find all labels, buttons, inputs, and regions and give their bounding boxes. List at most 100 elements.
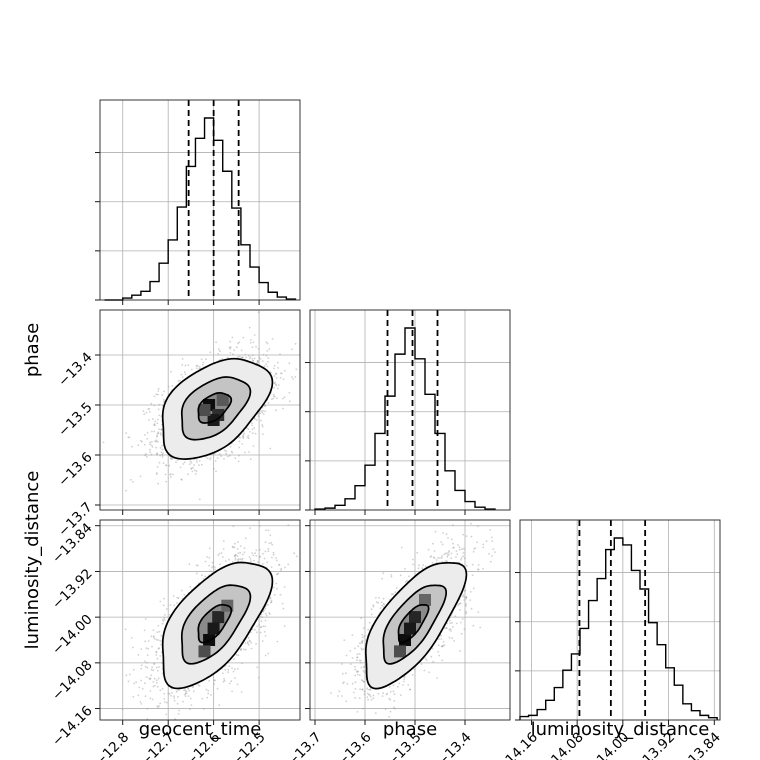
sample-point <box>262 610 265 613</box>
sample-point <box>372 697 375 700</box>
sample-point <box>228 665 231 667</box>
sample-point <box>343 639 346 641</box>
sample-point <box>223 449 226 452</box>
sample-point <box>440 556 443 559</box>
sample-point <box>445 533 448 536</box>
sample-point <box>151 666 154 669</box>
sample-point <box>132 695 135 698</box>
sample-point <box>159 639 162 642</box>
sample-point <box>192 690 195 693</box>
sample-point <box>251 432 254 435</box>
sample-point <box>258 624 261 626</box>
sample-point <box>241 662 243 665</box>
sample-point <box>278 563 280 566</box>
sample-point <box>153 423 156 425</box>
density-block <box>409 611 421 624</box>
sample-point <box>180 373 183 376</box>
sample-point <box>176 596 179 599</box>
sample-point <box>155 439 158 442</box>
sample-point <box>367 698 369 701</box>
sample-point <box>361 688 364 691</box>
sample-point <box>251 422 253 424</box>
sample-point <box>443 644 446 646</box>
sample-point <box>390 574 393 576</box>
sample-point <box>349 650 352 652</box>
sample-point <box>441 555 443 557</box>
sample-point <box>194 473 197 475</box>
sample-point <box>266 365 269 368</box>
sample-point <box>418 564 420 567</box>
sample-point <box>244 648 247 651</box>
sample-point <box>263 557 266 560</box>
sample-point <box>125 432 128 434</box>
sample-point <box>393 706 395 709</box>
sample-point <box>210 694 212 696</box>
sample-point <box>247 428 250 430</box>
sample-point <box>227 455 229 458</box>
sample-point <box>216 687 219 690</box>
sample-point <box>287 524 290 526</box>
sample-point <box>163 619 166 621</box>
sample-point <box>247 637 250 639</box>
histogram-panel-phase <box>305 309 511 515</box>
sample-point <box>294 376 297 378</box>
sample-point <box>463 557 466 560</box>
sample-point <box>206 696 209 699</box>
sample-point <box>234 542 236 545</box>
sample-point <box>157 706 160 709</box>
sample-point <box>269 597 272 600</box>
sample-point <box>177 695 179 698</box>
sample-point <box>216 457 219 459</box>
sample-point <box>392 684 395 687</box>
sample-point <box>343 681 345 683</box>
sample-point <box>457 544 459 546</box>
sample-point <box>267 529 270 532</box>
sample-point <box>151 440 153 443</box>
sample-point <box>159 702 162 705</box>
sample-point <box>453 640 456 642</box>
sample-point <box>228 558 230 561</box>
sample-point <box>227 671 230 674</box>
sample-point <box>157 482 160 485</box>
sample-point <box>492 548 495 550</box>
sample-point <box>354 696 356 699</box>
sample-point <box>201 697 204 700</box>
sample-point <box>482 543 485 546</box>
sample-point <box>451 622 453 624</box>
sample-point <box>472 587 475 590</box>
sample-point <box>453 546 455 549</box>
sample-point <box>161 456 164 458</box>
sample-point <box>252 359 254 362</box>
sample-point <box>275 373 278 375</box>
sample-point <box>148 677 151 680</box>
sample-point <box>181 376 184 378</box>
sample-point <box>130 478 132 481</box>
sample-point <box>276 573 278 576</box>
sample-point <box>237 460 240 463</box>
sample-point <box>198 365 201 368</box>
sample-point <box>273 375 276 377</box>
panel-background <box>310 310 510 510</box>
sample-point <box>440 638 443 640</box>
sample-point <box>188 689 191 692</box>
sample-point <box>395 587 398 589</box>
sample-point <box>247 354 250 357</box>
sample-point <box>170 458 173 460</box>
sample-point <box>156 452 159 455</box>
sample-point <box>357 645 360 648</box>
sample-point <box>149 451 152 454</box>
y-tick-label: −14.00 <box>49 611 96 658</box>
sample-point <box>260 620 263 623</box>
histogram-step-line <box>104 117 297 301</box>
sample-point <box>243 451 246 454</box>
sample-point <box>362 707 364 710</box>
sample-point <box>153 404 156 407</box>
sample-point <box>241 356 244 358</box>
sample-point <box>140 703 143 705</box>
sample-point <box>211 566 213 569</box>
sample-point <box>183 461 186 464</box>
panel-background <box>520 520 720 720</box>
sample-point <box>242 435 245 438</box>
sample-point <box>213 683 216 686</box>
sample-point <box>158 630 161 633</box>
